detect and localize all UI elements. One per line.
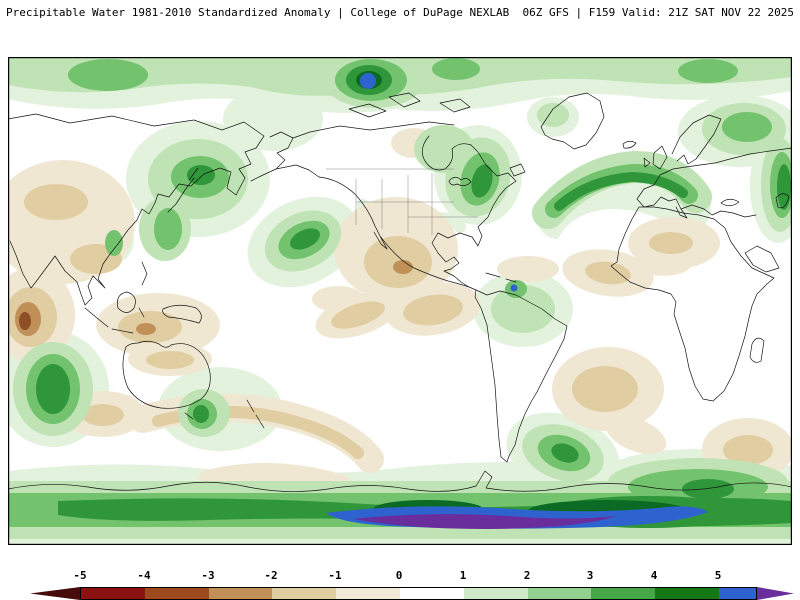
colorbar-cell	[527, 588, 592, 599]
world-map	[8, 57, 792, 545]
colorbar-tick-label: -2	[264, 569, 278, 582]
page-title: Precipitable Water 1981-2010 Standardize…	[5, 6, 795, 19]
colorbar-tick-labels: -5 -4 -3 -2 -1 0 1 2 3 4 5	[30, 569, 794, 584]
colorbar-cell	[399, 588, 464, 599]
colorbar-cell	[591, 588, 656, 599]
colorbar-cell	[208, 588, 273, 599]
colorbar-tick-label: -1	[328, 569, 342, 582]
colorbar-cell	[272, 588, 337, 599]
colorbar-tick-label: -5	[73, 569, 87, 582]
colorbar-tick-label: 3	[586, 569, 594, 582]
colorbar-cell	[144, 588, 209, 599]
colorbar-tick-label: 1	[459, 569, 467, 582]
colorbar: -5 -4 -3 -2 -1 0 1 2 3 4 5	[30, 569, 794, 600]
colorbar-cell	[81, 588, 145, 599]
map-border	[8, 57, 792, 545]
colorbar-tick-label: -4	[137, 569, 151, 582]
world-anomaly-map	[8, 57, 792, 545]
colorbar-arrow-right	[756, 587, 794, 600]
antarctic-purple-core	[353, 514, 616, 529]
colorbar-cell	[655, 588, 719, 599]
colorbar-cell	[718, 588, 756, 599]
us-state-borders	[326, 168, 478, 235]
colorbar-arrow-left	[30, 587, 80, 600]
arctic-extreme-max	[360, 73, 376, 89]
colorbar-scale	[30, 587, 794, 600]
anomaly-negative-layer	[8, 128, 792, 492]
colorbar-tick-label: 4	[650, 569, 658, 582]
colorbar-cell	[463, 588, 528, 599]
colorbar-body	[80, 587, 757, 600]
colorbar-cell	[336, 588, 400, 599]
anomaly-extreme-layer	[326, 73, 708, 529]
colorbar-tick-label: 2	[523, 569, 531, 582]
colorbar-tick-label: -3	[201, 569, 215, 582]
colorbar-tick-label: 5	[714, 569, 722, 582]
colorbar-tick-label: 0	[395, 569, 403, 582]
coastlines-layer	[8, 92, 792, 492]
